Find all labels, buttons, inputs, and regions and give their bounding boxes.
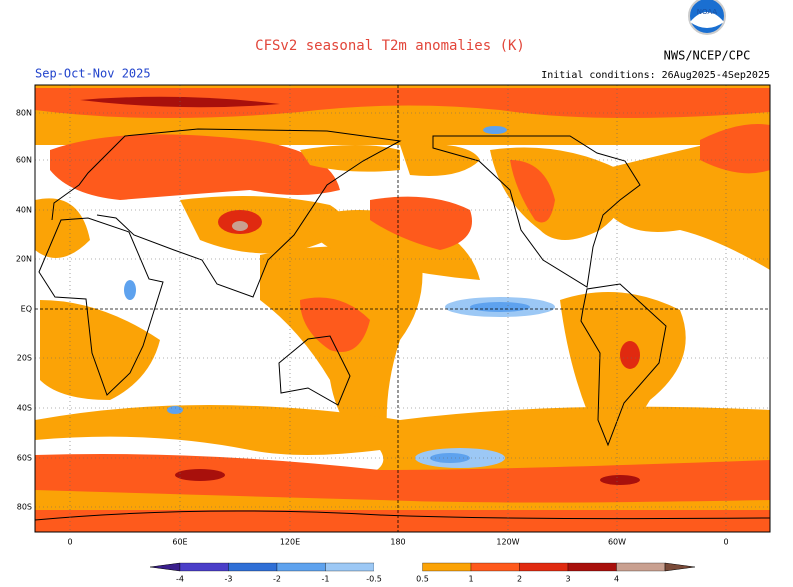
colorbar-label: -0.5 [366, 575, 382, 584]
lat-label: EQ [21, 305, 32, 314]
logo: NOAA [688, 0, 726, 35]
colorbar-label: 3 [565, 575, 570, 584]
colorbar-segment [228, 562, 278, 572]
lon-label: 120W [496, 538, 519, 547]
lat-labels: 80N 60N 40N 20N EQ 20S 40S 60S 80S [16, 109, 32, 512]
lon-label: 60E [172, 538, 187, 547]
colorbar-label: 0.5 [416, 575, 429, 584]
colorbar-label: 4 [614, 575, 619, 584]
colorbar-triangle [149, 562, 181, 572]
lat-label: 80S [17, 503, 32, 512]
colorbar-segment [567, 562, 617, 572]
colorbar-segment [325, 562, 375, 572]
lon-label: 180 [390, 538, 405, 547]
colorbar-segment [374, 563, 423, 571]
colorbar-label: -1 [322, 575, 330, 584]
season: Sep-Oct-Nov 2025 [35, 67, 151, 81]
lat-label: 60S [17, 454, 32, 463]
agency: NWS/NCEP/CPC [664, 49, 751, 63]
colorbar: -4 -3 -2 -1 -0.5 0.5 1 2 3 4 [149, 562, 696, 584]
lon-label: 0 [67, 538, 72, 547]
lat-label: 80N [16, 109, 32, 118]
colorbar-label: -3 [225, 575, 233, 584]
colorbar-label: 1 [468, 575, 473, 584]
coastlines [35, 128, 770, 521]
lat-label: 20S [17, 354, 32, 363]
colorbar-triangle [664, 562, 696, 572]
colorbar-label: -2 [273, 575, 281, 584]
colorbar-label: 2 [517, 575, 522, 584]
title: CFSv2 seasonal T2m anomalies (K) [255, 38, 525, 54]
lat-label: 40S [17, 404, 32, 413]
graticule [35, 85, 770, 532]
lon-label: 60W [608, 538, 626, 547]
lat-label: 60N [16, 156, 32, 165]
lat-label: 20N [16, 255, 32, 264]
colorbar-segment [276, 562, 326, 572]
logo-text: NOAA [697, 8, 718, 16]
anomaly-field [35, 85, 770, 532]
initial-conditions: Initial conditions: 26Aug2025-4Sep2025 [541, 70, 770, 81]
lon-labels: 0 60E 120E 180 120W 60W 0 [67, 538, 728, 547]
colorbar-segment [616, 562, 666, 572]
colorbar-segment [179, 562, 229, 572]
colorbar-segment [519, 562, 569, 572]
lat-label: 40N [16, 206, 32, 215]
map-frame [34, 84, 771, 533]
colorbar-segment [470, 562, 520, 572]
colorbar-segment [422, 562, 472, 572]
colorbar-label: -4 [176, 575, 184, 584]
lon-label: 0 [723, 538, 728, 547]
lon-label: 120E [280, 538, 300, 547]
